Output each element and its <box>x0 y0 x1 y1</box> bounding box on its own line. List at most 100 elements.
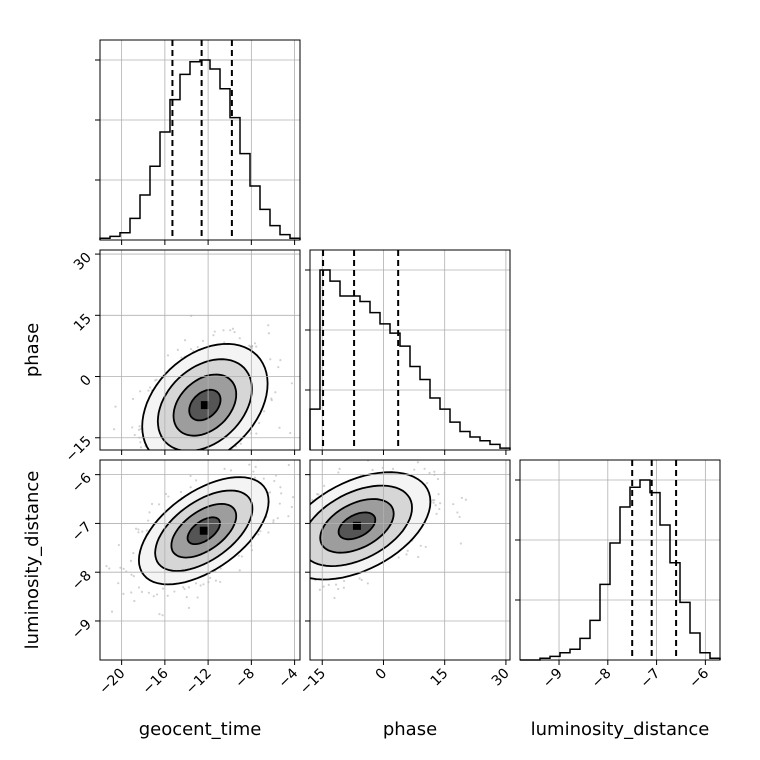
sample-point <box>234 601 236 603</box>
sample-point <box>133 433 136 437</box>
sample-point <box>148 511 151 514</box>
sample-point <box>214 450 216 452</box>
sample-point <box>322 585 325 588</box>
sample-point <box>114 405 117 408</box>
sample-point <box>337 587 340 591</box>
contour-line <box>170 502 238 559</box>
sample-point <box>291 532 293 534</box>
sample-point <box>185 472 187 474</box>
sample-point <box>290 548 292 550</box>
sample-point <box>229 329 232 332</box>
sample-point <box>417 555 420 559</box>
sample-point <box>301 533 303 535</box>
sample-point <box>315 493 319 496</box>
sample-point <box>459 542 462 545</box>
sample-point <box>360 578 363 582</box>
sample-point <box>154 379 157 382</box>
sample-point <box>287 515 290 518</box>
sample-point <box>232 454 234 456</box>
sample-point <box>301 483 303 485</box>
y-tick-label: −6 <box>69 470 95 496</box>
sample-point <box>219 580 222 584</box>
sample-point <box>303 347 305 349</box>
sample-point <box>223 467 226 470</box>
sample-point <box>317 493 320 496</box>
sample-point <box>170 465 172 467</box>
sample-point <box>272 519 275 522</box>
sample-point <box>155 378 158 381</box>
sample-point <box>108 567 111 570</box>
y-tick-label: −7 <box>69 519 95 545</box>
sample-point <box>240 555 243 558</box>
sample-point <box>391 467 395 471</box>
panel-content <box>105 460 295 617</box>
sample-point <box>456 511 459 514</box>
sample-point <box>289 536 291 538</box>
sample-point <box>297 552 299 554</box>
sample-point <box>282 581 284 583</box>
sample-point <box>301 550 303 552</box>
sample-point <box>193 461 195 463</box>
joint-panel-geocent_time-luminosity_distance <box>105 460 295 617</box>
sample-point <box>271 544 273 546</box>
y-axis-label-phase: phase <box>22 323 43 377</box>
sample-point <box>274 453 276 455</box>
sample-point <box>129 559 133 562</box>
x-tick-label: −6 <box>686 665 712 691</box>
sample-point <box>439 502 442 505</box>
sample-point <box>132 575 135 578</box>
sample-point <box>185 596 188 599</box>
sample-point <box>464 498 468 501</box>
sample-point <box>180 356 183 359</box>
sample-point <box>155 593 159 596</box>
contour-line <box>319 498 395 554</box>
sample-point <box>429 452 431 454</box>
sample-point <box>302 587 304 589</box>
x-tick-label: 30 <box>489 666 513 690</box>
sample-point <box>197 455 199 457</box>
sample-point <box>158 454 160 456</box>
sample-point <box>139 390 142 393</box>
sample-point <box>426 482 429 485</box>
contour-line <box>137 476 270 586</box>
sample-point <box>307 533 309 535</box>
y-tick-label: 0 <box>77 372 95 390</box>
sample-point <box>337 471 340 474</box>
sample-point <box>147 519 150 522</box>
sample-point <box>269 358 272 361</box>
x-tick-label: −7 <box>638 666 664 692</box>
sample-point <box>432 501 435 504</box>
sample-point <box>342 586 345 589</box>
sample-point <box>167 495 170 498</box>
sample-point <box>267 332 271 335</box>
sample-point <box>150 502 154 506</box>
y-tick-label: −9 <box>69 616 95 642</box>
sample-point <box>238 569 241 572</box>
sample-point <box>423 467 426 470</box>
sample-point <box>119 566 122 569</box>
sample-point <box>222 329 225 332</box>
sample-point <box>117 582 120 585</box>
x-axis-label-phase: phase <box>383 719 437 740</box>
sample-point <box>268 491 272 494</box>
y-tick-label: −8 <box>69 568 95 594</box>
sample-point <box>155 461 157 463</box>
sample-point <box>161 587 165 590</box>
sample-point <box>226 454 228 456</box>
sample-point <box>303 531 305 533</box>
sample-point <box>231 327 235 330</box>
contour-line <box>188 388 222 422</box>
sample-point <box>267 531 270 534</box>
sample-point <box>287 585 289 587</box>
sample-point <box>304 489 306 491</box>
sample-point <box>182 586 185 589</box>
sample-point <box>172 476 174 478</box>
sample-point <box>273 479 276 483</box>
sample-point <box>371 468 374 472</box>
sample-point <box>276 517 279 520</box>
sample-point <box>189 474 192 478</box>
sample-point <box>258 585 260 587</box>
sample-point <box>343 579 346 583</box>
sample-point <box>166 456 168 458</box>
sample-point <box>189 486 192 489</box>
